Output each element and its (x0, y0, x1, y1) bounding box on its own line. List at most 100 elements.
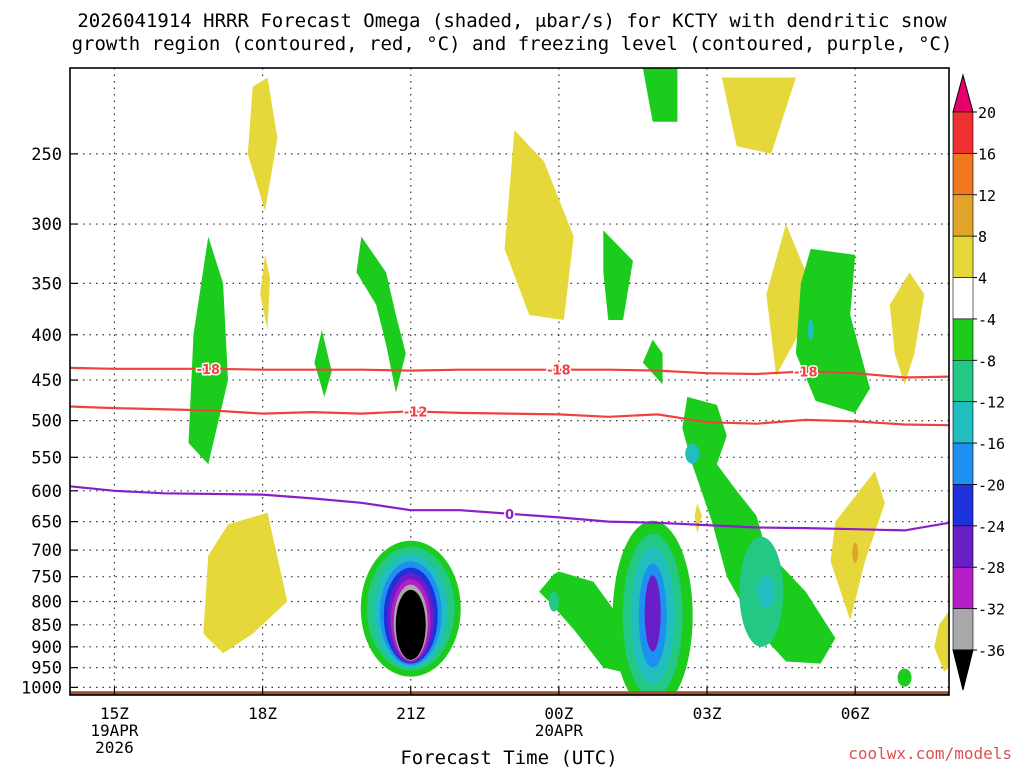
omega-shading (70, 68, 949, 695)
colorbar-swatch-11 (952, 566, 974, 609)
updraft-yellow-3 (504, 130, 574, 321)
updraft-yellow-10 (694, 503, 703, 534)
downdraft-green-9 (539, 571, 678, 678)
colorbar-label--12: -12 (978, 394, 1005, 412)
colorbar-swatch-8 (952, 442, 974, 485)
chart-title-line-2: growth region (contoured, red, °C) and f… (71, 33, 953, 55)
x-axis-title: Forecast Time (UTC) (400, 747, 617, 768)
downdraft-green-12 (897, 668, 912, 687)
contour-label-0-2: -18 (794, 365, 818, 380)
colorbar-label--4: -4 (978, 311, 996, 329)
colorbar-label--36: -36 (978, 642, 1005, 660)
colorbar-swatch-1 (952, 153, 974, 196)
colorbar-label--20: -20 (978, 476, 1005, 494)
downdraft-cyan-2 (685, 443, 700, 464)
temperature-contours: -18 -18 -18 -12 0 (70, 361, 949, 532)
y-tick-label-850: 850 (31, 616, 62, 636)
colorbar-bottom-arrow (952, 649, 974, 691)
colorbar-swatch-0 (952, 111, 974, 154)
y-tick-label-700: 700 (31, 541, 62, 561)
x-tick-label-18Z: 18Z (248, 704, 277, 723)
chart-title-line-1: 2026041914 HRRR Forecast Omega (shaded, … (77, 10, 947, 32)
colorbar-swatch-2 (952, 194, 974, 237)
updraft-yellow-7 (203, 512, 288, 654)
downdraft-green-6 (642, 68, 678, 122)
downdraft-green-5 (642, 339, 663, 385)
colorbar-swatch-7 (952, 401, 974, 444)
colorbar-label--28: -28 (978, 559, 1005, 577)
y-tick-label-550: 550 (31, 448, 62, 468)
y-tick-label-500: 500 (31, 412, 62, 432)
downdraft-green-8 (682, 396, 836, 664)
y-tick-label-250: 250 (31, 145, 62, 165)
contour-line-1 (70, 405, 949, 427)
x-date-label-00Z: 20APR (535, 721, 584, 740)
downdraft-green-1 (188, 236, 229, 465)
downdraft-green-2 (314, 329, 332, 397)
updraft-yellow-4 (721, 77, 796, 154)
y-tick-label-1000: 1000 (21, 678, 62, 698)
x-date-label-15Z: 19APR (90, 721, 139, 740)
downdraft-green-7 (795, 248, 870, 413)
colorbar-label-20: 20 (978, 104, 996, 122)
x-tick-label-03Z: 03Z (693, 704, 722, 723)
plot-frame (69, 67, 950, 696)
contour-line-2 (70, 485, 949, 532)
x-tick-label-00Z: 00Z (544, 704, 573, 723)
colorbar-swatch-6 (952, 360, 974, 402)
y-tick-label-350: 350 (31, 274, 62, 294)
colorbar-label--24: -24 (978, 518, 1005, 536)
downdraft-cyan-1 (757, 575, 776, 608)
credit-text: coolwx.com/models (848, 744, 1012, 763)
updraft-yellow-2 (260, 254, 270, 330)
colorbar-legend: 20 16 12 8 4 -4 -8 -12 -16 -20 -24 -28 -32 -36 (952, 73, 1005, 691)
downdraft-cyan-3 (807, 319, 814, 340)
contour-label-0-1: -18 (547, 364, 571, 379)
colorbar-label--8: -8 (978, 352, 996, 370)
downdraft-black-1 (395, 589, 426, 660)
colorbar-label-12: 12 (978, 187, 996, 205)
colorbar-swatch-3 (952, 235, 974, 278)
colorbar-label-16: 16 (978, 145, 996, 163)
colorbar-swatch-9 (952, 484, 974, 527)
y-tick-label-400: 400 (31, 326, 62, 346)
x-tick-label-21Z: 21Z (396, 704, 425, 723)
colorbar-swatch-5 (952, 318, 974, 361)
updraft-yellow-1 (247, 77, 278, 211)
downdraft-green-3 (356, 236, 406, 393)
y-tick-label-450: 450 (31, 371, 62, 391)
y-axis: 2503003504004505005506006507007508008509… (21, 145, 78, 698)
updraft-orange-1 (852, 542, 859, 563)
contour-label-1-0: -12 (404, 405, 428, 420)
colorbar-label--16: -16 (978, 435, 1005, 453)
x-tick-label-06Z: 06Z (841, 704, 870, 723)
updraft-yellow-6 (889, 272, 925, 385)
y-tick-label-650: 650 (31, 513, 62, 533)
downdraft-teal-4 (548, 591, 559, 612)
contour-label-0-0: -18 (197, 363, 221, 378)
colorbar-label--32: -32 (978, 601, 1005, 619)
contour-line-0 (70, 366, 949, 379)
contour-label-2-0: 0 (505, 508, 514, 523)
x-tick-label-15Z: 15Z (100, 704, 129, 723)
updraft-yellow-8 (830, 471, 885, 621)
y-tick-label-900: 900 (31, 638, 62, 658)
colorbar-label-4: 4 (978, 270, 987, 288)
x-year-label-15Z: 2026 (95, 738, 134, 757)
updraft-yellow-9 (934, 611, 949, 672)
y-tick-label-950: 950 (31, 659, 62, 679)
terrain-fill (70, 691, 949, 695)
colorbar-label-8: 8 (978, 228, 987, 246)
y-tick-label-600: 600 (31, 482, 62, 502)
colorbar-top-arrow (952, 73, 974, 113)
colorbar-swatch-4 (952, 277, 974, 320)
updraft-yellow-5 (766, 224, 806, 376)
downdraft-purple-1 (644, 575, 661, 652)
y-tick-label-800: 800 (31, 593, 62, 613)
colorbar-swatch-12 (952, 608, 974, 651)
y-tick-label-300: 300 (31, 215, 62, 235)
y-tick-label-750: 750 (31, 568, 62, 588)
downdraft-green-4 (603, 230, 633, 321)
